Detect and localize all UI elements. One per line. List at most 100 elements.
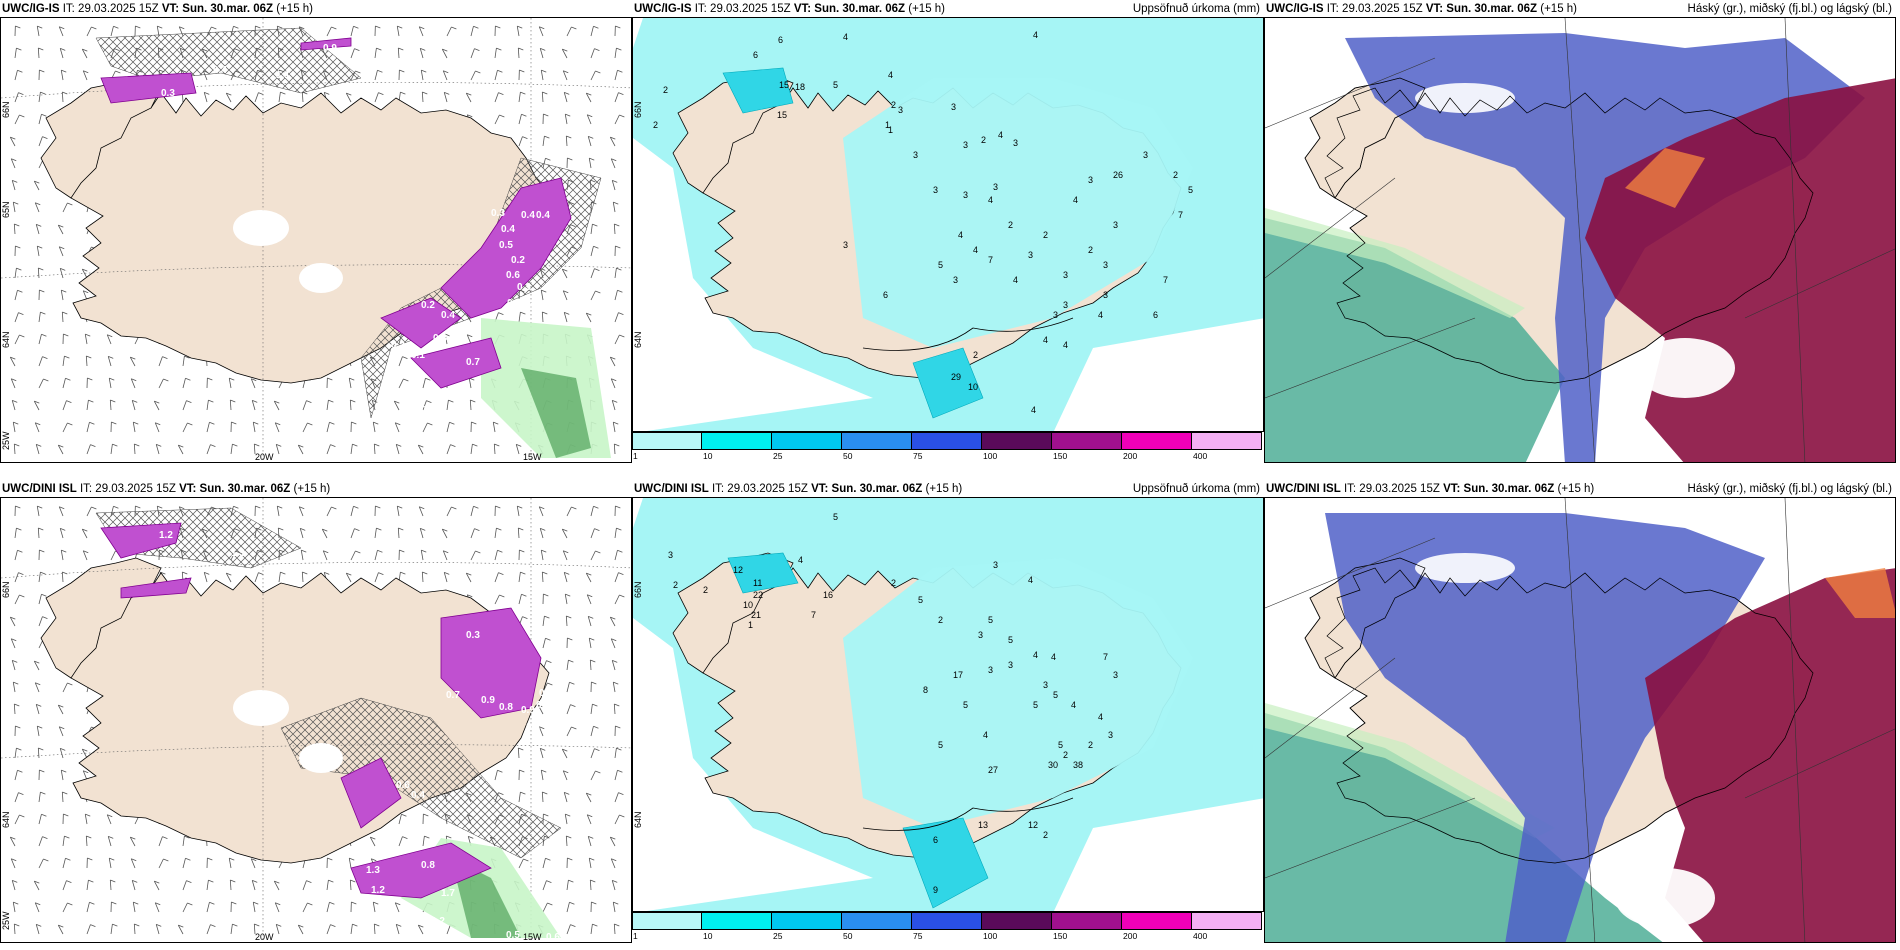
precip-amount: 7	[1178, 210, 1183, 220]
precip-value: 0.7	[466, 357, 480, 368]
precip-value: 0.3	[517, 282, 531, 293]
precip-value: 0.4	[521, 300, 535, 311]
precip-amount: 5	[938, 260, 943, 270]
colorbar-tick: 1	[633, 451, 638, 461]
precip-value: 0.6	[393, 382, 407, 393]
panel-header: UWC/DINI ISL IT: 29.03.2025 15Z VT: Sun.…	[0, 480, 632, 498]
colorbar-swatch	[632, 912, 702, 930]
precip-value: 1.3	[366, 865, 380, 876]
precip-amount: 5	[963, 700, 968, 710]
colorbar-tick: 150	[1053, 451, 1068, 461]
valid-time: Sun. 30.mar. 06Z	[182, 3, 274, 15]
precip-amount: 3	[1013, 138, 1018, 148]
precip-amount: 2	[938, 615, 943, 625]
panel-title: Háský (gr.), miðský (fj.bl.) og lágský (…	[1687, 483, 1892, 495]
precip-value: 0.5	[507, 298, 521, 309]
precip-amount: 3	[1053, 310, 1058, 320]
precip-area	[100, 72, 197, 104]
colorbar-swatch	[702, 432, 772, 450]
colorbar-swatch	[1052, 912, 1122, 930]
latitude-label: 66N	[633, 581, 643, 598]
precip-amount: 5	[1058, 740, 1063, 750]
precip-amount: 2	[1063, 750, 1068, 760]
latitude-label: 65N	[1, 201, 11, 218]
precip-value: 0.4	[526, 722, 540, 733]
valid-time: Sun. 30.mar. 06Z	[831, 483, 923, 495]
precip-amount: 29	[951, 372, 961, 382]
panel-r1c2: UWC/IG-IS IT: 29.03.2025 15Z VT: Sun. 30…	[632, 0, 1264, 461]
precip-amount: 2	[673, 580, 678, 590]
lead-time: (+15 h)	[1557, 483, 1595, 495]
precip-amount: 4	[958, 230, 963, 240]
map-clouds	[1264, 17, 1896, 463]
precip-area	[440, 607, 542, 719]
latitude-label: 64N	[1, 331, 11, 348]
precip-area	[350, 842, 492, 899]
colorbar-tick: 100	[983, 931, 998, 941]
precip-amount: 4	[1028, 575, 1033, 585]
precip-value: 0.2	[391, 340, 405, 351]
precip-amount: 4	[998, 130, 1003, 140]
precip-amount: 2	[1008, 220, 1013, 230]
precip-amount: 5	[833, 512, 838, 522]
precip-value: 1.2	[431, 916, 445, 927]
vt-label: VT:	[179, 483, 197, 495]
init-time: 29.03.2025 15Z	[95, 483, 176, 495]
longitude-label: 15W	[523, 452, 542, 462]
precip-value: 0.9	[323, 43, 337, 54]
colorbar-tick: 200	[1123, 931, 1138, 941]
precip-amount: 4	[973, 245, 978, 255]
precip-value: 0.6	[396, 780, 410, 791]
panel-header: UWC/DINI ISL IT: 29.03.2025 15Z VT: Sun.…	[1264, 480, 1896, 498]
precip-amount: 3	[1043, 680, 1048, 690]
vt-label: VT:	[161, 3, 180, 15]
precip-amount: 9	[933, 885, 938, 895]
longitude-label: 25W	[1, 431, 11, 450]
precip-amount: 3	[933, 185, 938, 195]
precip-amount: 12	[1028, 820, 1038, 830]
precip-amount: 4	[1071, 700, 1076, 710]
colorbar-swatch	[842, 912, 912, 930]
precip-amount: 5	[918, 595, 923, 605]
panel-title: Uppsöfnuð úrkoma (mm)	[1132, 483, 1260, 495]
precip-amount: 7	[1163, 275, 1168, 285]
precip-value: 1.1	[276, 70, 290, 81]
precip-amount: 8	[923, 685, 928, 695]
colorbar-swatch	[772, 432, 842, 450]
precip-amount: 15	[779, 80, 789, 90]
precip-area	[380, 297, 462, 349]
it-label: IT:	[79, 483, 93, 495]
precip-amount: 11	[753, 578, 762, 588]
valid-time: Sun. 30.mar. 06Z	[1463, 483, 1555, 495]
precip-amount: 3	[843, 240, 848, 250]
precip-amount: 2	[1088, 245, 1093, 255]
map-canvas: 1.21.30.30.7 0.90.40.30.40.8 0.90.60.40.81…	[1, 498, 631, 942]
precip-area	[440, 177, 572, 319]
precip-amount: 2	[653, 120, 658, 130]
lead-time: (+15 h)	[1540, 3, 1578, 15]
precip-value: 1.3	[231, 548, 245, 559]
precip-amount: 3	[993, 560, 998, 570]
precip-amount: 4	[843, 32, 848, 42]
precip-amount: 2	[891, 100, 896, 110]
it-label: IT:	[1326, 3, 1339, 15]
precip-amount: 15	[777, 110, 787, 120]
map-accumulated-precip: 4 6 4 2 6 2 4 5 15 18 15 3 1 2 3 3 4 3 2 3 1 3 3 3 4 4 2 2 3 3 4 3 3 2 3 3 4…	[632, 17, 1264, 432]
precip-amount: 3	[1103, 290, 1108, 300]
precip-amount: 4	[1043, 335, 1048, 345]
precip-amount: 3	[1113, 670, 1118, 680]
precip-amount: 2	[973, 350, 978, 360]
precip-value: 0.4	[521, 210, 535, 221]
precip-amount: 7	[811, 610, 816, 620]
precip-area	[410, 337, 502, 389]
lead-time: (+15 h)	[925, 483, 963, 495]
precip-amount: 3	[898, 105, 903, 115]
colorbar-tick: 1	[633, 931, 638, 941]
precip-amount: 2	[1043, 830, 1048, 840]
precip-amount: 3	[1063, 300, 1068, 310]
panel-r1c1: UWC/IG-IS IT: 29.03.2025 15Z VT: Sun. 30…	[0, 0, 632, 463]
precip-value: 0.4	[501, 224, 515, 235]
map-canvas	[1265, 498, 1895, 942]
model-name: UWC/IG-IS	[634, 3, 692, 15]
precip-amount: 7	[1103, 652, 1108, 662]
